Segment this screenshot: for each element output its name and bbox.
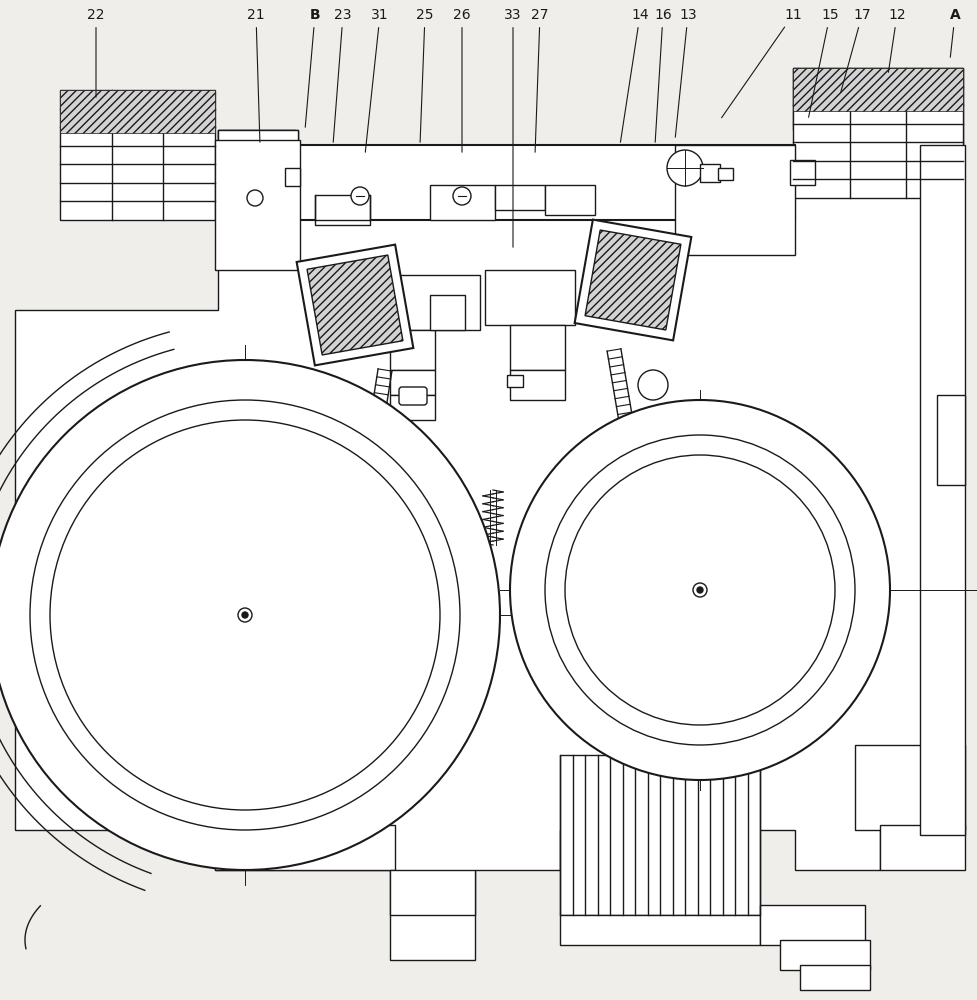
Bar xyxy=(215,140,300,270)
Bar xyxy=(390,395,435,420)
Bar xyxy=(509,325,565,370)
Text: 14: 14 xyxy=(619,8,648,142)
Circle shape xyxy=(0,360,499,870)
Text: 11: 11 xyxy=(721,8,801,118)
Polygon shape xyxy=(574,220,691,340)
Bar xyxy=(390,330,435,370)
Circle shape xyxy=(237,608,252,622)
Text: 16: 16 xyxy=(654,8,671,142)
Bar xyxy=(919,145,964,835)
Bar xyxy=(390,275,480,330)
Circle shape xyxy=(247,190,263,206)
Bar xyxy=(218,130,298,150)
Bar xyxy=(936,395,964,485)
Text: 33: 33 xyxy=(504,8,521,247)
Bar xyxy=(560,915,759,945)
Text: B: B xyxy=(305,8,320,127)
Text: 21: 21 xyxy=(247,8,265,142)
Polygon shape xyxy=(307,255,403,355)
Circle shape xyxy=(666,150,702,186)
Bar xyxy=(799,965,870,990)
Bar xyxy=(700,164,719,182)
Text: 26: 26 xyxy=(452,8,470,152)
Bar xyxy=(792,68,962,198)
Text: 17: 17 xyxy=(840,8,870,92)
Bar xyxy=(780,940,870,970)
Circle shape xyxy=(637,370,667,400)
Text: 22: 22 xyxy=(87,8,105,97)
Bar xyxy=(879,825,964,870)
Polygon shape xyxy=(584,230,680,330)
Bar xyxy=(759,905,864,945)
Circle shape xyxy=(30,400,459,830)
Bar xyxy=(315,195,369,225)
Bar xyxy=(509,370,565,400)
Bar xyxy=(60,90,215,220)
Bar xyxy=(854,745,964,830)
Circle shape xyxy=(693,583,706,597)
Bar xyxy=(390,870,475,915)
Text: 31: 31 xyxy=(365,8,389,152)
Circle shape xyxy=(697,587,702,593)
Bar xyxy=(544,185,594,215)
Bar xyxy=(284,168,300,186)
Text: 25: 25 xyxy=(416,8,434,142)
Bar xyxy=(430,295,464,330)
Bar xyxy=(792,68,962,111)
Bar xyxy=(295,145,794,220)
Text: 27: 27 xyxy=(531,8,548,152)
Circle shape xyxy=(544,435,854,745)
Bar xyxy=(218,130,298,185)
Bar xyxy=(215,825,395,870)
Bar xyxy=(430,185,494,220)
Circle shape xyxy=(351,187,368,205)
Circle shape xyxy=(565,455,834,725)
Bar xyxy=(494,185,544,210)
Bar xyxy=(560,755,759,915)
Text: 13: 13 xyxy=(674,8,696,137)
Text: 23: 23 xyxy=(333,8,352,142)
Circle shape xyxy=(241,612,248,618)
FancyBboxPatch shape xyxy=(399,387,427,405)
Bar xyxy=(674,145,794,255)
Polygon shape xyxy=(296,245,413,365)
Polygon shape xyxy=(15,68,962,960)
Text: 12: 12 xyxy=(887,8,905,72)
Bar xyxy=(506,375,523,387)
Bar xyxy=(485,270,574,325)
Circle shape xyxy=(452,187,471,205)
Bar xyxy=(717,168,732,180)
Bar xyxy=(789,160,814,185)
Circle shape xyxy=(50,420,440,810)
Text: 15: 15 xyxy=(808,8,838,117)
Circle shape xyxy=(509,400,889,780)
Bar xyxy=(60,90,215,133)
Bar xyxy=(390,370,435,395)
Text: A: A xyxy=(949,8,959,57)
